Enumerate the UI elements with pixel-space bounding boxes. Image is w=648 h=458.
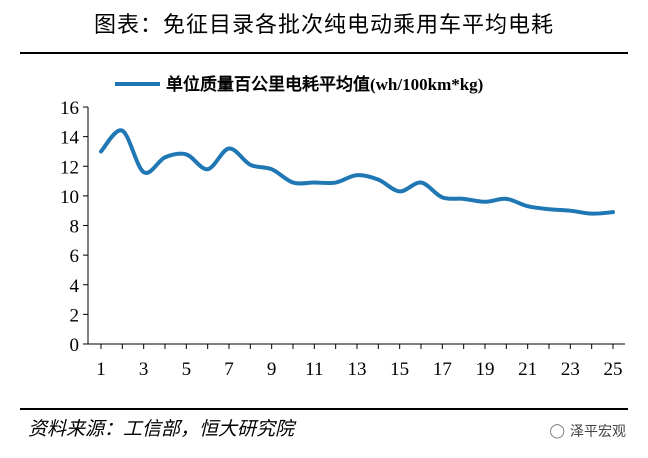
x-tick-label: 9 <box>267 359 277 380</box>
title-divider <box>20 52 628 54</box>
y-tick-label: 12 <box>60 157 79 178</box>
x-tick-label: 25 <box>604 359 623 380</box>
footer-divider <box>20 408 628 410</box>
x-tick-label: 17 <box>433 359 452 380</box>
legend: 单位质量百公里电耗平均值(wh/100km*kg) <box>115 74 483 94</box>
watermark: ◯ 泽平宏观 <box>549 421 626 441</box>
wechat-icon: ◯ <box>549 423 565 439</box>
x-tick-label: 13 <box>348 359 367 380</box>
axes <box>83 106 625 349</box>
x-tick-label: 3 <box>139 359 149 380</box>
x-tick-label: 23 <box>561 359 580 380</box>
x-tick-label: 5 <box>182 359 192 380</box>
legend-label: 单位质量百公里电耗平均值(wh/100km*kg) <box>166 74 483 94</box>
x-tick-label: 15 <box>390 359 409 380</box>
y-tick-label: 16 <box>60 98 79 119</box>
x-tick-label: 7 <box>224 359 234 380</box>
x-tick-label: 1 <box>96 359 106 380</box>
line-chart: 单位质量百公里电耗平均值(wh/100km*kg) 0 2 4 6 8 10 12 14 16 1… <box>60 74 625 380</box>
x-tick-label: 21 <box>518 359 537 380</box>
chart-title: 图表：免征目录各批次纯电动乘用车平均电耗 <box>93 13 554 38</box>
x-tick-label: 11 <box>305 359 323 380</box>
x-tick-label: 19 <box>476 359 495 380</box>
y-tick-label: 2 <box>70 305 80 326</box>
y-tick-label: 8 <box>70 217 80 238</box>
watermark-text: 泽平宏观 <box>570 424 626 440</box>
y-tick-label: 4 <box>70 276 80 297</box>
source-note: 资料来源：工信部，恒大研究院 <box>28 418 295 440</box>
y-tick-label: 0 <box>70 335 80 356</box>
data-points <box>99 129 615 216</box>
y-tick-label: 10 <box>60 187 79 208</box>
series-line <box>99 128 615 216</box>
y-tick-label: 6 <box>70 246 80 267</box>
y-tick-label: 14 <box>60 128 80 149</box>
